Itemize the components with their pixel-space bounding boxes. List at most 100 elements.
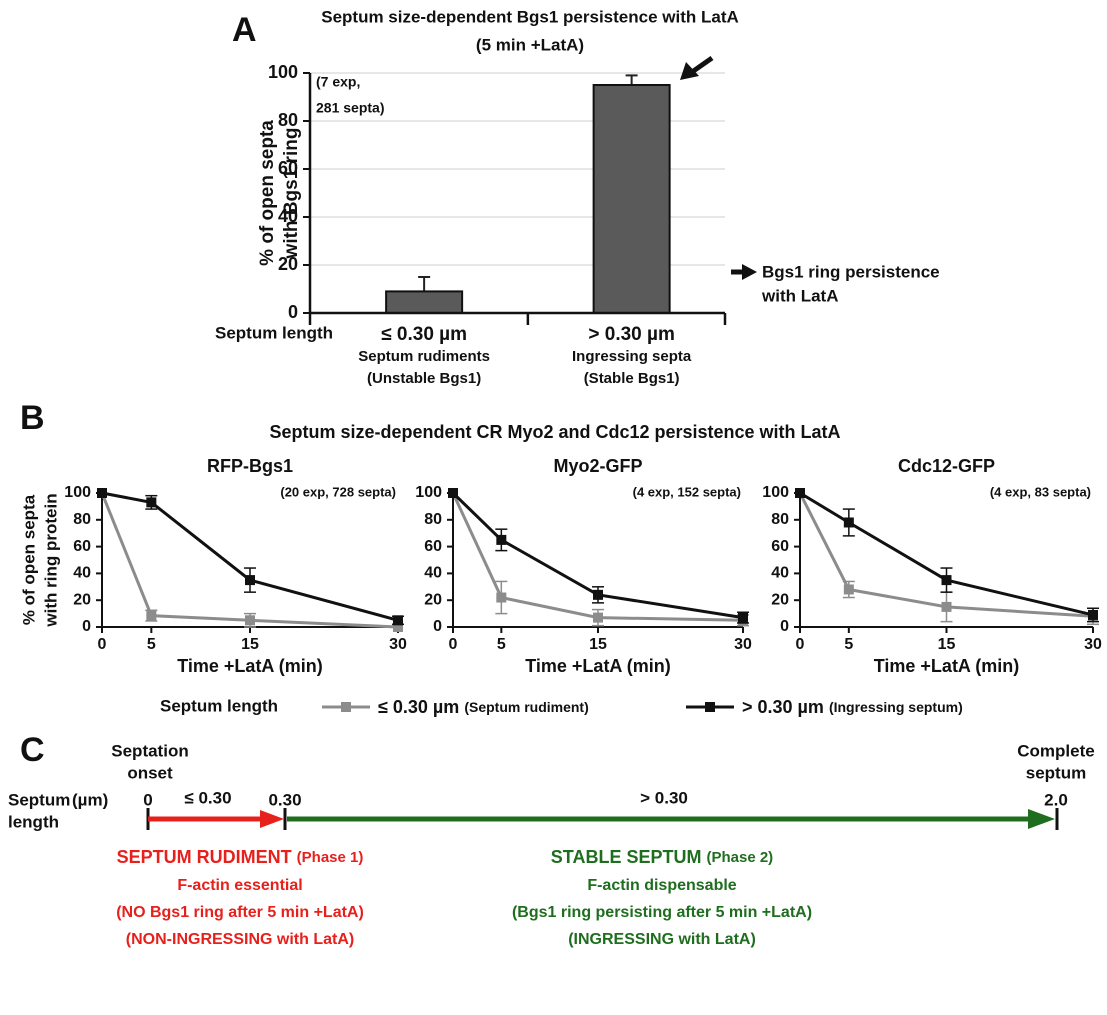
y-tick-label: 40 <box>424 565 442 582</box>
category-note: (Stable Bgs1) <box>584 370 680 387</box>
arrow-head <box>742 264 757 280</box>
bar <box>385 290 464 314</box>
chart-title: RFP-Bgs1 <box>207 456 293 476</box>
y-tick-label: 60 <box>278 158 298 178</box>
phase-name: STABLE SEPTUM <box>551 847 702 867</box>
x-axis-label: Time +LatA (min) <box>874 656 1020 676</box>
legend-entry: ≤ 0.30 µm (Septum rudiment) <box>378 697 589 717</box>
data-point <box>941 575 952 586</box>
legend-title: Septum length <box>160 696 278 715</box>
series-line <box>798 492 1094 618</box>
legend-name: > 0.30 µm <box>742 697 824 717</box>
sample-note: (4 exp, 83 septa) <box>990 484 1091 499</box>
phase-title: SEPTUM RUDIMENT (Phase 1) <box>117 847 364 867</box>
x-tick-label: 30 <box>389 636 407 653</box>
data-point <box>496 534 507 545</box>
scale-tick: 0.30 <box>268 790 301 809</box>
data-point <box>245 575 255 586</box>
x-tick-label: > 0.30 µm <box>588 324 674 345</box>
y-tick-label: 80 <box>424 511 442 528</box>
sample-note: 281 septa) <box>316 100 384 116</box>
data-point <box>1088 609 1098 620</box>
arrow-head <box>1028 809 1055 829</box>
data-point <box>593 589 603 600</box>
data-point <box>97 488 107 498</box>
chart-title: Myo2-GFP <box>553 456 642 476</box>
phase-line: (NON-INGRESSING with LatA) <box>126 931 354 948</box>
chart-title: Septum size-dependent Bgs1 persistence w… <box>321 7 739 26</box>
x-tick-label: 5 <box>497 636 506 653</box>
y-tick-label: 80 <box>278 110 298 130</box>
data-point <box>843 517 854 528</box>
data-point <box>795 488 805 498</box>
data-point <box>448 488 458 498</box>
panel-label: A <box>232 11 257 49</box>
sample-note: (4 exp, 152 septa) <box>633 484 741 499</box>
y-tick-label: 60 <box>73 538 91 555</box>
data-point <box>245 615 255 626</box>
y-tick-label: 60 <box>424 538 442 555</box>
series-line <box>101 491 399 622</box>
phase-number: (Phase 1) <box>297 849 364 866</box>
y-tick-label: 20 <box>278 254 298 274</box>
data-point <box>593 612 603 623</box>
x-tick-label: 0 <box>98 636 107 653</box>
y-tick-label: 100 <box>762 484 789 501</box>
phase-number: (Phase 2) <box>706 849 773 866</box>
start-heading: onset <box>127 763 173 782</box>
x-tick-label: ≤ 0.30 µm <box>381 324 467 345</box>
legend-entry: > 0.30 µm (Ingressing septum) <box>742 697 963 717</box>
phase-line: F-actin dispensable <box>587 877 736 894</box>
sample-note: (20 exp, 728 septa) <box>280 484 396 499</box>
y-tick-label: 100 <box>64 484 91 501</box>
phase-title: STABLE SEPTUM (Phase 2) <box>551 847 773 867</box>
y-tick-label: 0 <box>780 618 789 635</box>
callout-text: Bgs1 ring persistence <box>762 262 940 281</box>
y-axis-label: % of open septa <box>19 494 38 625</box>
legend-marker <box>341 702 351 712</box>
legend-note: (Septum rudiment) <box>464 699 588 715</box>
unit: (µm) <box>72 790 108 809</box>
category-note: Ingressing septa <box>572 348 692 365</box>
x-tick-label: 5 <box>844 636 853 653</box>
series-line <box>451 492 744 622</box>
phase-line: (NO Bgs1 ring after 5 min +LatA) <box>116 904 364 921</box>
data-point <box>738 612 748 623</box>
data-point <box>146 497 157 508</box>
x-tick-label: 15 <box>589 636 607 653</box>
y-tick-label: 20 <box>771 591 789 608</box>
y-tick-label: 40 <box>278 206 298 226</box>
axis-label: length <box>8 812 59 831</box>
y-tick-label: 80 <box>73 511 91 528</box>
y-tick-label: 80 <box>771 511 789 528</box>
category-note: Septum rudiments <box>358 348 490 365</box>
x-tick-label: 30 <box>734 636 752 653</box>
series-line <box>799 491 1094 617</box>
data-point <box>393 622 403 632</box>
y-tick-label: 100 <box>268 62 298 82</box>
panel-label: C <box>20 731 45 769</box>
scale-tick: 0 <box>143 790 152 809</box>
arrow-head <box>680 62 699 80</box>
x-tick-label: 15 <box>938 636 956 653</box>
y-tick-label: 100 <box>415 484 442 501</box>
data-point <box>393 615 403 626</box>
y-tick-label: 20 <box>73 591 91 608</box>
chart-title: Cdc12-GFP <box>898 456 995 476</box>
arrow-head <box>260 810 284 828</box>
category-note: (Unstable Bgs1) <box>367 370 481 387</box>
legend-note: (Ingressing septum) <box>829 699 963 715</box>
legend-name: ≤ 0.30 µm <box>378 697 459 717</box>
y-axis-label: with ring protein <box>41 493 60 627</box>
y-tick-label: 40 <box>73 565 91 582</box>
data-point <box>843 584 854 595</box>
x-tick-label: 0 <box>449 636 458 653</box>
end-heading: septum <box>1026 763 1086 782</box>
axis-label: Septum <box>8 790 70 809</box>
y-axis-label: % of open septa <box>257 120 278 266</box>
chart-subtitle: (5 min +LatA) <box>476 35 584 54</box>
x-tick-label: 0 <box>796 636 805 653</box>
x-tick-label: 5 <box>147 636 156 653</box>
phase-line: F-actin essential <box>177 877 302 894</box>
